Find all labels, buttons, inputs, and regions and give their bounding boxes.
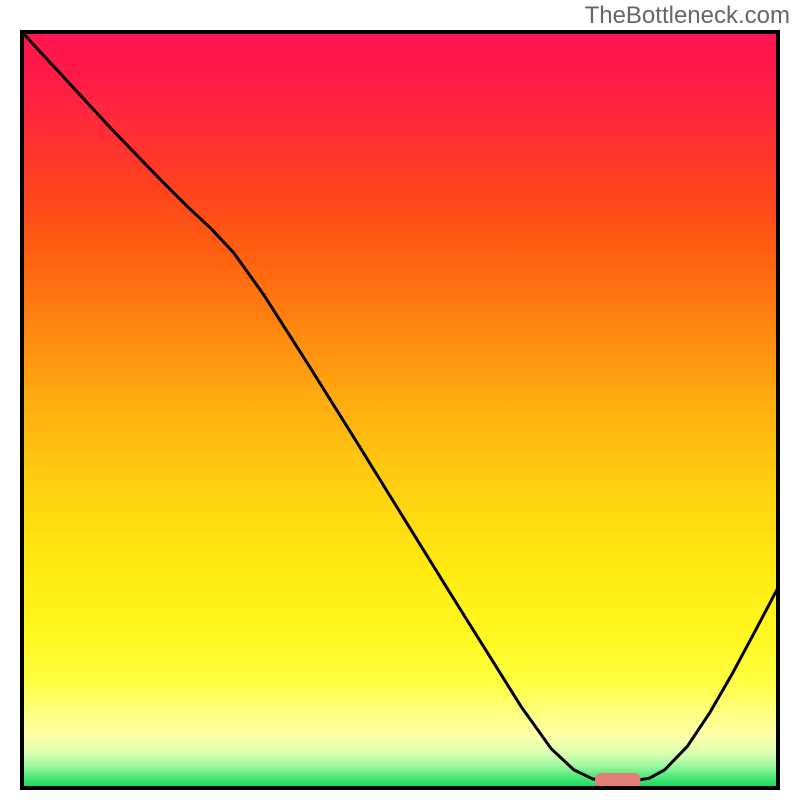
chart-root: TheBottleneck.com: [0, 0, 800, 800]
watermark-text: TheBottleneck.com: [585, 2, 790, 30]
plot-area: [20, 30, 780, 790]
gradient-fill-rect: [22, 32, 778, 788]
plot-svg: [20, 30, 780, 790]
